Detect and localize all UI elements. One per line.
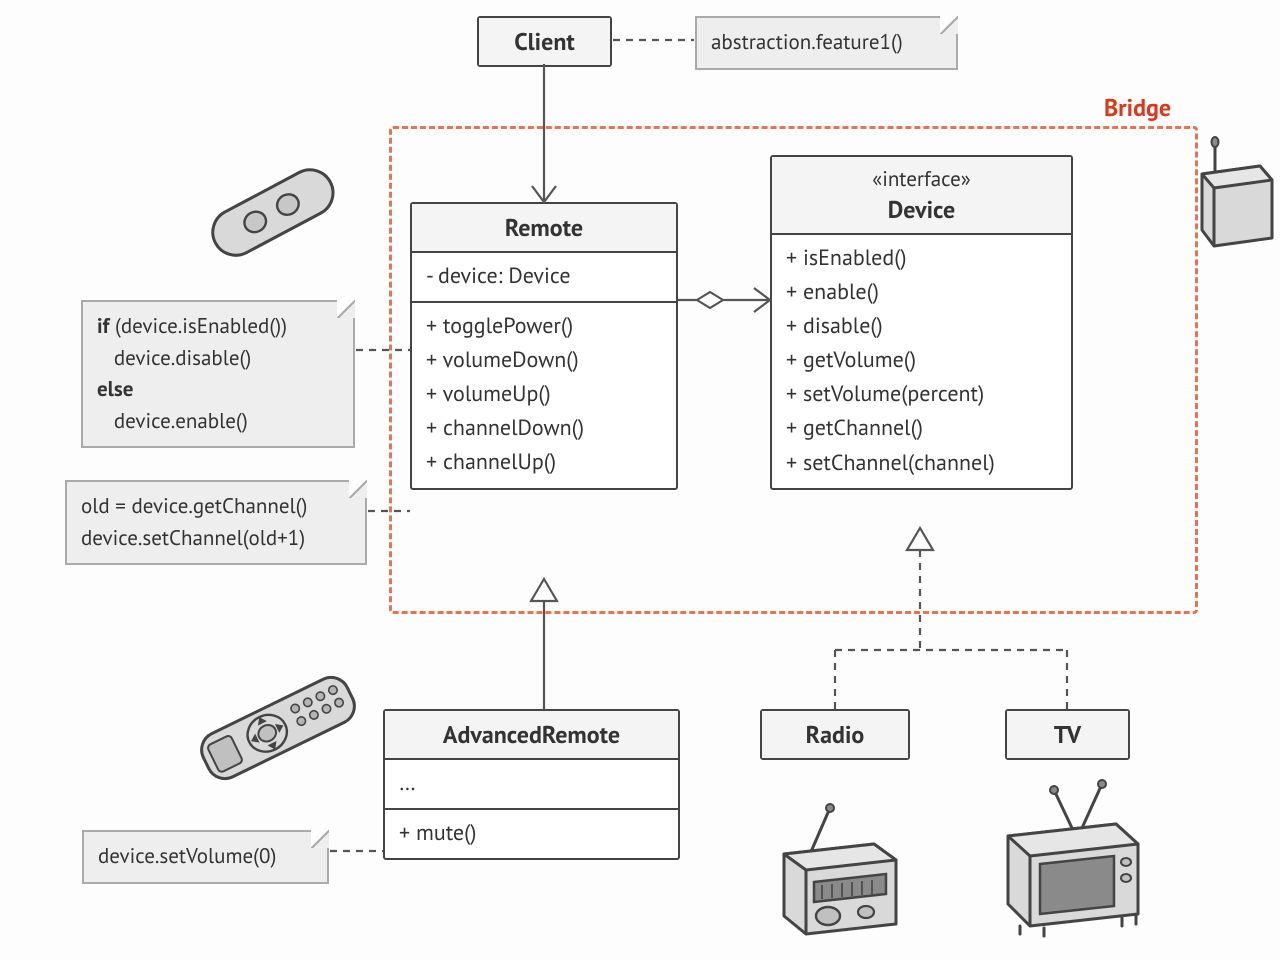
device-methods: + isEnabled()+ enable()+ disable()+ getV…	[772, 235, 1071, 488]
note-mute: device.setVolume(0)	[82, 830, 329, 884]
device-stereotype: «interface»	[784, 165, 1059, 192]
radio-icon	[770, 790, 910, 940]
note-channel-up: old = device.getChannel()device.setChann…	[65, 480, 367, 565]
remote-title: Remote	[412, 204, 676, 253]
note-toggle-power: if (device.isEnabled()) device.disable()…	[81, 300, 355, 448]
adv-remote-methods: + mute()	[385, 810, 678, 858]
uml-class-remote: Remote - device: Device + togglePower()+…	[410, 202, 678, 490]
tv-icon	[990, 770, 1150, 940]
simple-remote-icon	[180, 148, 365, 278]
remote-fields: - device: Device	[412, 253, 676, 303]
adv-remote-ellipsis: …	[385, 760, 678, 810]
uml-interface-device: «interface» Device + isEnabled()+ enable…	[770, 155, 1073, 490]
client-title: Client	[479, 18, 610, 65]
adv-remote-title: AdvancedRemote	[385, 711, 678, 760]
note-feature: abstraction.feature1()	[695, 16, 958, 70]
bridge-label: Bridge	[1104, 92, 1171, 123]
uml-class-client: Client	[477, 16, 612, 67]
device-title: «interface» Device	[772, 157, 1071, 235]
remote-methods: + togglePower()+ volumeDown()+ volumeUp(…	[412, 303, 676, 487]
device-title-text: Device	[888, 194, 955, 225]
advanced-remote-icon	[180, 660, 375, 795]
uml-class-radio: Radio	[760, 709, 910, 760]
receiver-box-icon	[1190, 130, 1280, 250]
radio-title: Radio	[762, 711, 908, 758]
uml-class-tv: TV	[1005, 709, 1130, 760]
tv-title: TV	[1007, 711, 1128, 758]
uml-class-advanced-remote: AdvancedRemote … + mute()	[383, 709, 680, 860]
